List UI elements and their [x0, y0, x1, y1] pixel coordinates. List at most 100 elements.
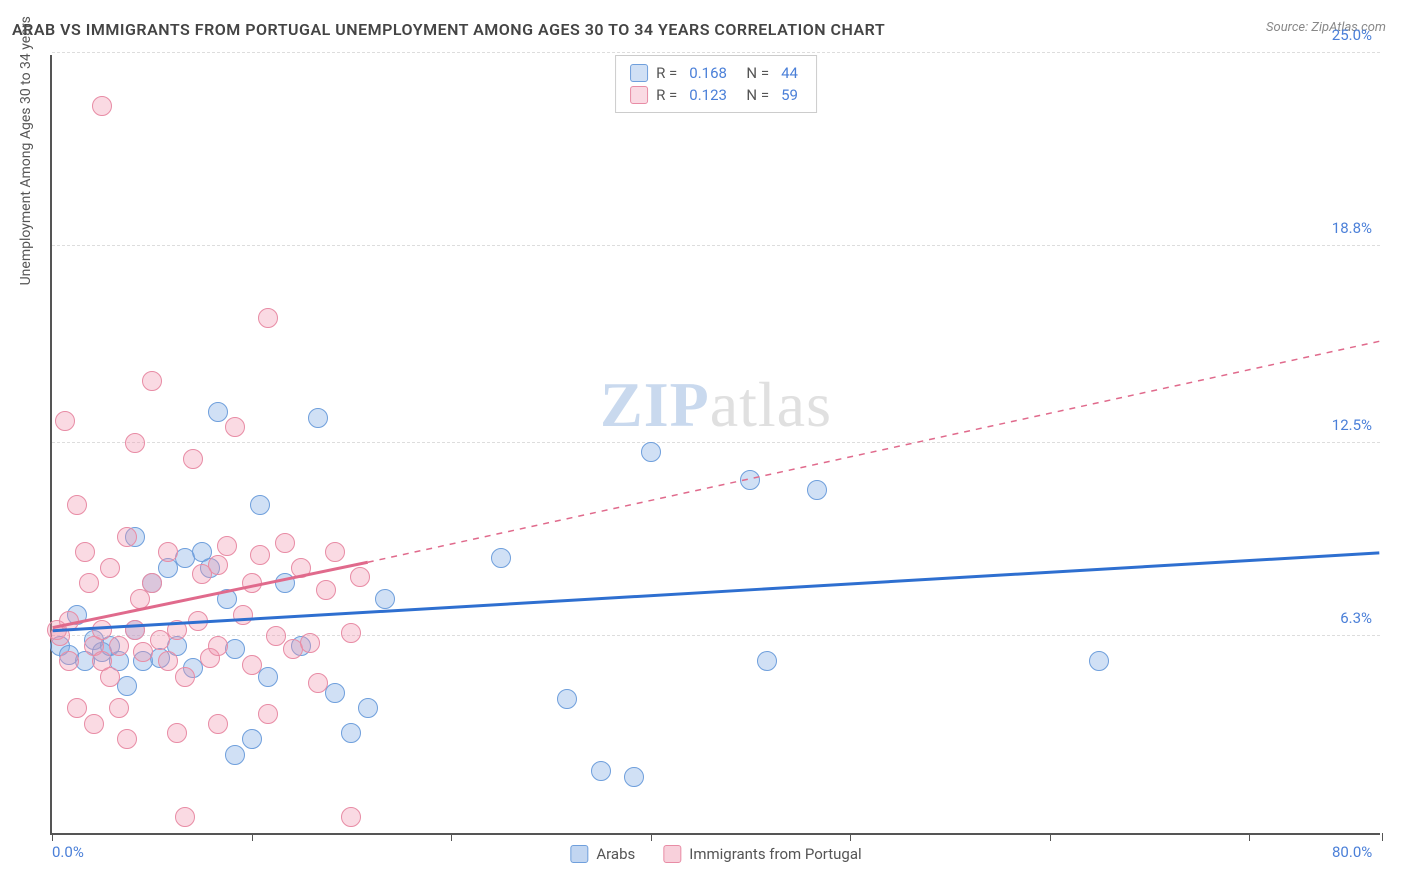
- data-point: [208, 714, 228, 734]
- x-tick: [651, 833, 652, 841]
- data-point: [491, 548, 511, 568]
- legend-label: Arabs: [596, 845, 635, 863]
- data-point: [109, 636, 129, 656]
- x-tick: [52, 833, 53, 841]
- legend-item: Arabs: [570, 845, 635, 863]
- legend-r-label: R =: [656, 86, 677, 104]
- x-tick: [1050, 833, 1051, 841]
- y-tick-label: 12.5%: [1332, 416, 1372, 434]
- data-point: [557, 689, 577, 709]
- data-point: [208, 555, 228, 575]
- plot-area: ZIPatlas R = 0.168 N = 44 R = 0.123 N = …: [50, 55, 1380, 835]
- y-tick-label: 6.3%: [1340, 609, 1372, 627]
- watermark-atlas: atlas: [710, 369, 832, 440]
- trend-lines: [52, 55, 1380, 833]
- legend-swatch: [663, 845, 681, 863]
- data-point: [242, 655, 262, 675]
- data-point: [75, 542, 95, 562]
- data-point: [591, 761, 611, 781]
- x-tick: [850, 833, 851, 841]
- data-point: [358, 698, 378, 718]
- data-point: [117, 729, 137, 749]
- data-point: [59, 651, 79, 671]
- watermark-zip: ZIP: [600, 369, 710, 440]
- data-point: [225, 745, 245, 765]
- data-point: [258, 667, 278, 687]
- data-point: [341, 807, 361, 827]
- legend-item: Immigrants from Portugal: [663, 845, 861, 863]
- x-tick: [451, 833, 452, 841]
- gridline-h: [52, 245, 1380, 246]
- data-point: [1089, 651, 1109, 671]
- data-point: [208, 636, 228, 656]
- data-point: [59, 611, 79, 631]
- data-point: [250, 545, 270, 565]
- data-point: [233, 605, 253, 625]
- data-point: [79, 573, 99, 593]
- data-point: [308, 673, 328, 693]
- data-point: [142, 371, 162, 391]
- data-point: [84, 714, 104, 734]
- data-point: [275, 533, 295, 553]
- data-point: [350, 567, 370, 587]
- data-point: [100, 667, 120, 687]
- data-point: [188, 611, 208, 631]
- gridline-h: [52, 52, 1380, 53]
- data-point: [242, 573, 262, 593]
- data-point: [757, 651, 777, 671]
- data-point: [92, 96, 112, 116]
- data-point: [167, 620, 187, 640]
- data-point: [67, 495, 87, 515]
- data-point: [225, 417, 245, 437]
- legend-r-label: R =: [656, 64, 677, 82]
- data-point: [158, 651, 178, 671]
- y-tick-label: 25.0%: [1332, 26, 1372, 44]
- data-point: [167, 723, 187, 743]
- data-point: [316, 580, 336, 600]
- legend-stats-row-1: R = 0.168 N = 44: [630, 62, 802, 84]
- data-point: [100, 558, 120, 578]
- data-point: [341, 723, 361, 743]
- data-point: [275, 573, 295, 593]
- x-tick: [1382, 833, 1383, 841]
- data-point: [125, 433, 145, 453]
- data-point: [258, 308, 278, 328]
- data-point: [300, 633, 320, 653]
- legend-n-value-1: 44: [781, 64, 798, 82]
- data-point: [183, 449, 203, 469]
- data-point: [133, 642, 153, 662]
- data-point: [325, 542, 345, 562]
- legend-swatch-portugal: [630, 86, 648, 104]
- data-point: [641, 442, 661, 462]
- legend-r-value-2: 0.123: [689, 86, 727, 104]
- legend-stats: R = 0.168 N = 44 R = 0.123 N = 59: [615, 55, 817, 113]
- legend-stats-row-2: R = 0.123 N = 59: [630, 84, 802, 106]
- data-point: [125, 620, 145, 640]
- legend-label: Immigrants from Portugal: [689, 845, 861, 863]
- data-point: [291, 558, 311, 578]
- legend-n-label: N =: [739, 86, 769, 104]
- legend-swatch: [570, 845, 588, 863]
- data-point: [624, 767, 644, 787]
- legend-swatch-arabs: [630, 64, 648, 82]
- data-point: [740, 470, 760, 490]
- data-point: [308, 408, 328, 428]
- data-point: [142, 573, 162, 593]
- data-point: [92, 620, 112, 640]
- data-point: [242, 729, 262, 749]
- data-point: [225, 639, 245, 659]
- data-point: [341, 623, 361, 643]
- x-tick: [1249, 833, 1250, 841]
- legend-n-label: N =: [739, 64, 769, 82]
- legend-r-value-1: 0.168: [689, 64, 727, 82]
- data-point: [208, 402, 228, 422]
- legend-n-value-2: 59: [781, 86, 798, 104]
- data-point: [258, 704, 278, 724]
- data-point: [250, 495, 270, 515]
- data-point: [117, 527, 137, 547]
- data-point: [158, 542, 178, 562]
- legend-series: Arabs Immigrants from Portugal: [570, 845, 861, 863]
- data-point: [67, 698, 87, 718]
- x-tick: [252, 833, 253, 841]
- data-point: [109, 698, 129, 718]
